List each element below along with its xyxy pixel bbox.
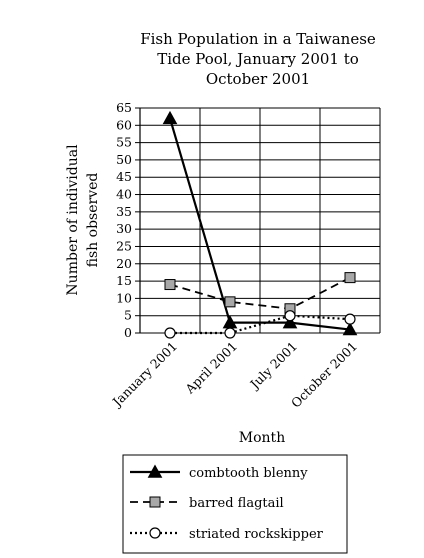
series [162, 110, 358, 339]
y-tick-label: 35 [116, 204, 132, 219]
striated-rockskipper-marker [344, 313, 356, 325]
striated-rockskipper-line [170, 314, 351, 335]
y-tick-label: 10 [116, 290, 132, 305]
x-tick-label: January 2001 [108, 339, 180, 411]
barred-flagtail-marker [344, 272, 356, 284]
chart-title-line-1: Fish Population in a Taiwanese [140, 30, 376, 48]
y-tick-label: 20 [116, 256, 132, 271]
y-axis-label-line-1: Number of individual [65, 144, 81, 296]
y-tick-label: 55 [116, 135, 132, 150]
legend-barred-flagtail-label: barred flagtail [189, 496, 284, 511]
chart-title-line-3: October 2001 [206, 70, 310, 88]
barred-flagtail-marker [164, 279, 176, 291]
barred-flagtail-line [169, 276, 351, 310]
y-tick-label: 30 [116, 221, 132, 236]
chart-title-line-2: Tide Pool, January 2001 to [157, 50, 359, 68]
legend-combtooth-blenny-marker [147, 464, 163, 478]
striated-rockskipper-marker [164, 327, 176, 339]
striated-rockskipper-marker [224, 327, 236, 339]
grid [135, 107, 381, 334]
y-tick-label: 45 [116, 169, 132, 184]
x-axis-label: Month [239, 430, 285, 446]
legend-combtooth-blenny-label: combtooth blenny [189, 466, 308, 481]
y-tick-label: 0 [124, 325, 132, 340]
y-tick-labels: 0 5 10 15 20 25 30 35 40 45 50 55 60 65 [116, 100, 132, 340]
y-axis-label-line-2: fish observed [85, 173, 101, 268]
legend-striated-rockskipper-marker [149, 527, 161, 539]
legend-barred-flagtail-marker [149, 496, 161, 508]
x-tick-label: April 2001 [182, 339, 241, 398]
y-tick-label: 50 [116, 152, 132, 167]
combtooth-blenny-marker [162, 110, 178, 125]
y-tick-label: 65 [116, 100, 132, 115]
x-tick-label: July 2001 [246, 339, 300, 393]
legend-box [122, 454, 348, 554]
combtooth-blenny-line [168, 118, 351, 331]
striated-rockskipper-marker [284, 310, 296, 322]
y-tick-label: 5 [124, 308, 132, 323]
legend-striated-rockskipper-label: striated rockskipper [189, 527, 324, 542]
y-tick-label: 15 [116, 273, 132, 288]
y-tick-label: 40 [116, 187, 132, 202]
legend: combtooth blenny barred flagtail striated … [122, 454, 348, 554]
combtooth-blenny-marker [282, 315, 298, 329]
y-tick-label: 25 [116, 238, 132, 253]
barred-flagtail-marker [224, 296, 236, 308]
combtooth-blenny-marker [342, 322, 358, 336]
y-tick-label: 60 [116, 117, 132, 132]
